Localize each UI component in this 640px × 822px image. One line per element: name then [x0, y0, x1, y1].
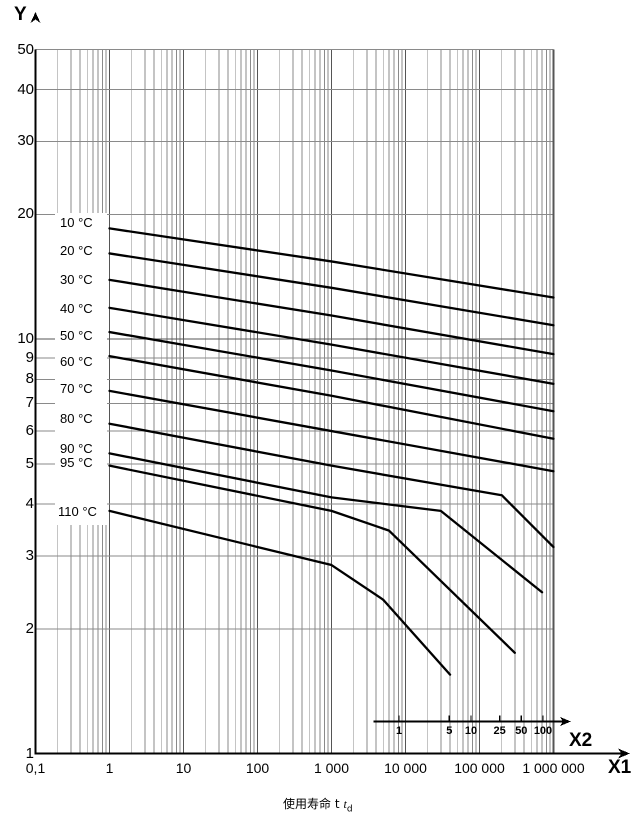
- y-tick-label: 7: [25, 394, 34, 412]
- caption-text: 使用寿命 t: [283, 797, 340, 811]
- y-tick-label: 6: [25, 422, 34, 440]
- x2-tick-label: 1: [395, 724, 403, 737]
- x2-axis-arrowhead: [560, 717, 571, 726]
- y-axis-arrowhead: [30, 12, 41, 23]
- y-tick-label: 5: [25, 454, 34, 472]
- curve-20c: [108, 252, 555, 327]
- curve-95c: [108, 464, 516, 654]
- series-label-30c: 30 °C: [60, 272, 93, 287]
- curve-50c: [108, 330, 555, 413]
- curve-70c: [108, 389, 555, 473]
- x1-tick-label: 10 000: [384, 760, 427, 776]
- x2-tick-label: 50: [515, 724, 528, 737]
- y-tick-label: 3: [25, 546, 34, 564]
- x2-tick-label: 100: [533, 724, 553, 737]
- y-tick-label: 30: [17, 132, 34, 150]
- series-label-80c: 80 °C: [60, 411, 93, 426]
- y-tick-label: 10: [17, 330, 34, 348]
- series-label-10c: 10 °C: [60, 215, 93, 230]
- series-label-95c: 95 °C: [60, 455, 93, 470]
- caption-subscript: d: [346, 804, 353, 815]
- series-label-110c: 110 °C: [58, 504, 97, 519]
- x1-tick-label: 100: [245, 760, 270, 776]
- y-tick-label: 20: [17, 205, 34, 223]
- y-tick-label: 2: [25, 619, 34, 637]
- curve-60c: [108, 354, 555, 440]
- y-tick-label: 4: [25, 495, 34, 513]
- temperature-curves: [108, 227, 555, 676]
- y-tick-label: 9: [25, 349, 34, 367]
- x1-tick-label: 0,1: [25, 760, 46, 776]
- curve-30c: [108, 278, 555, 356]
- x1-tick-label: 10: [175, 760, 192, 776]
- x1-tick-label: 100 000: [454, 760, 505, 776]
- series-label-60c: 60 °C: [60, 354, 93, 369]
- curve-90c: [108, 452, 544, 594]
- series-label-20c: 20 °C: [60, 243, 93, 258]
- x1-axis-title: X1: [608, 757, 632, 778]
- x1-tick-label: 1 000 000: [522, 760, 585, 776]
- x2-tick-label: 10: [464, 724, 478, 737]
- chart-caption: 使用寿命 t td: [283, 797, 353, 815]
- y-tick-label: 50: [17, 40, 34, 58]
- x2-tick-label: 25: [493, 724, 506, 737]
- series-label-70c: 70 °C: [60, 381, 93, 396]
- series-label-50c: 50 °C: [60, 328, 93, 343]
- x2-axis-title: X2: [569, 730, 593, 751]
- y-tick-label: 40: [17, 80, 34, 98]
- curve-40c: [108, 306, 555, 385]
- y-tick-label: 1: [25, 744, 34, 762]
- y-tick-label: 8: [25, 370, 34, 388]
- x1-tick-label: 1 000: [313, 760, 350, 776]
- series-label-40c: 40 °C: [60, 301, 93, 316]
- x1-axis-arrowhead: [618, 748, 630, 759]
- curve-10c: [108, 227, 555, 299]
- x2-tick-marks: [398, 715, 544, 722]
- curve-110c: [108, 509, 452, 676]
- curve-80c: [108, 422, 555, 549]
- series-label-90c: 90 °C: [60, 441, 93, 456]
- x1-tick-label: 1: [105, 760, 114, 776]
- y-axis-title: Y: [14, 4, 27, 25]
- legend-backdrop: [55, 213, 107, 525]
- x2-tick-label: 5: [446, 724, 453, 737]
- vertical-gridlines-minor: [57, 49, 551, 754]
